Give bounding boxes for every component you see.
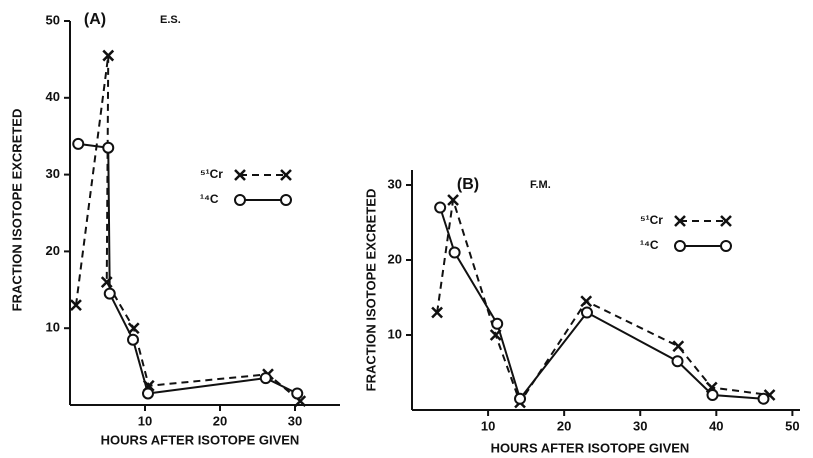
x-marker — [431, 306, 443, 319]
y-tick-label: 10 — [388, 326, 402, 341]
circle-marker — [127, 333, 139, 346]
circle-marker — [103, 287, 116, 300]
legend-label: ¹⁴C — [640, 238, 659, 252]
panel-subtitle: E.S. — [160, 14, 181, 26]
y-tick-label: 30 — [388, 176, 402, 191]
y-axis-label: FRACTION ISOTOPE EXCRETED — [363, 189, 378, 392]
x-tick-label: 20 — [213, 413, 227, 428]
y-tick-label: 40 — [46, 89, 60, 104]
x-marker — [674, 215, 686, 227]
y-tick-label: 20 — [388, 251, 402, 266]
x-marker — [280, 169, 292, 181]
x-marker — [720, 215, 732, 227]
circle-marker — [491, 317, 504, 330]
circle-marker — [671, 355, 684, 368]
circle-marker — [706, 389, 719, 401]
x-tick-label: 10 — [138, 413, 152, 428]
x-tick-label: 40 — [709, 418, 723, 433]
y-axis-label: FRACTION ISOTOPE EXCRETED — [9, 109, 24, 312]
circle-marker — [259, 372, 272, 385]
panel-title: (B) — [457, 176, 479, 193]
circle-marker — [757, 392, 770, 405]
x-marker — [447, 194, 459, 206]
circle-marker — [72, 137, 85, 150]
panel-title: (A) — [84, 11, 106, 28]
circle-marker — [280, 194, 292, 206]
circle-marker — [580, 306, 593, 319]
series-line — [78, 142, 298, 395]
circle-marker — [720, 240, 732, 252]
series-line — [439, 207, 764, 401]
x-marker — [70, 299, 82, 312]
series-line — [436, 199, 770, 405]
y-tick-label: 10 — [46, 320, 60, 335]
x-tick-label: 30 — [288, 413, 302, 428]
x-tick-label: 50 — [785, 418, 799, 433]
x-marker — [234, 169, 246, 181]
x-marker — [102, 49, 115, 62]
circle-marker — [291, 387, 304, 400]
x-axis-label: HOURS AFTER ISOTOPE GIVEN — [101, 432, 300, 447]
circle-marker — [102, 141, 115, 154]
x-marker — [127, 322, 140, 335]
circle-marker — [674, 240, 686, 252]
x-marker — [580, 295, 593, 308]
y-tick-label: 30 — [46, 166, 60, 181]
x-tick-label: 10 — [481, 418, 495, 433]
x-tick-label: 30 — [633, 418, 647, 433]
circle-marker — [234, 194, 246, 206]
legend-label: ¹⁴C — [200, 192, 219, 206]
x-tick-label: 20 — [557, 418, 571, 433]
x-marker — [672, 340, 685, 353]
circle-marker — [448, 246, 461, 259]
x-axis-label: HOURS AFTER ISOTOPE GIVEN — [491, 440, 690, 455]
circle-marker — [514, 392, 527, 405]
y-tick-label: 50 — [46, 12, 60, 27]
panel-subtitle: F.M. — [530, 179, 551, 191]
y-tick-label: 20 — [46, 243, 60, 258]
legend-label: ⁵¹Cr — [200, 167, 223, 181]
circle-marker — [142, 387, 154, 400]
circle-marker — [434, 201, 447, 214]
legend-label: ⁵¹Cr — [640, 213, 663, 227]
